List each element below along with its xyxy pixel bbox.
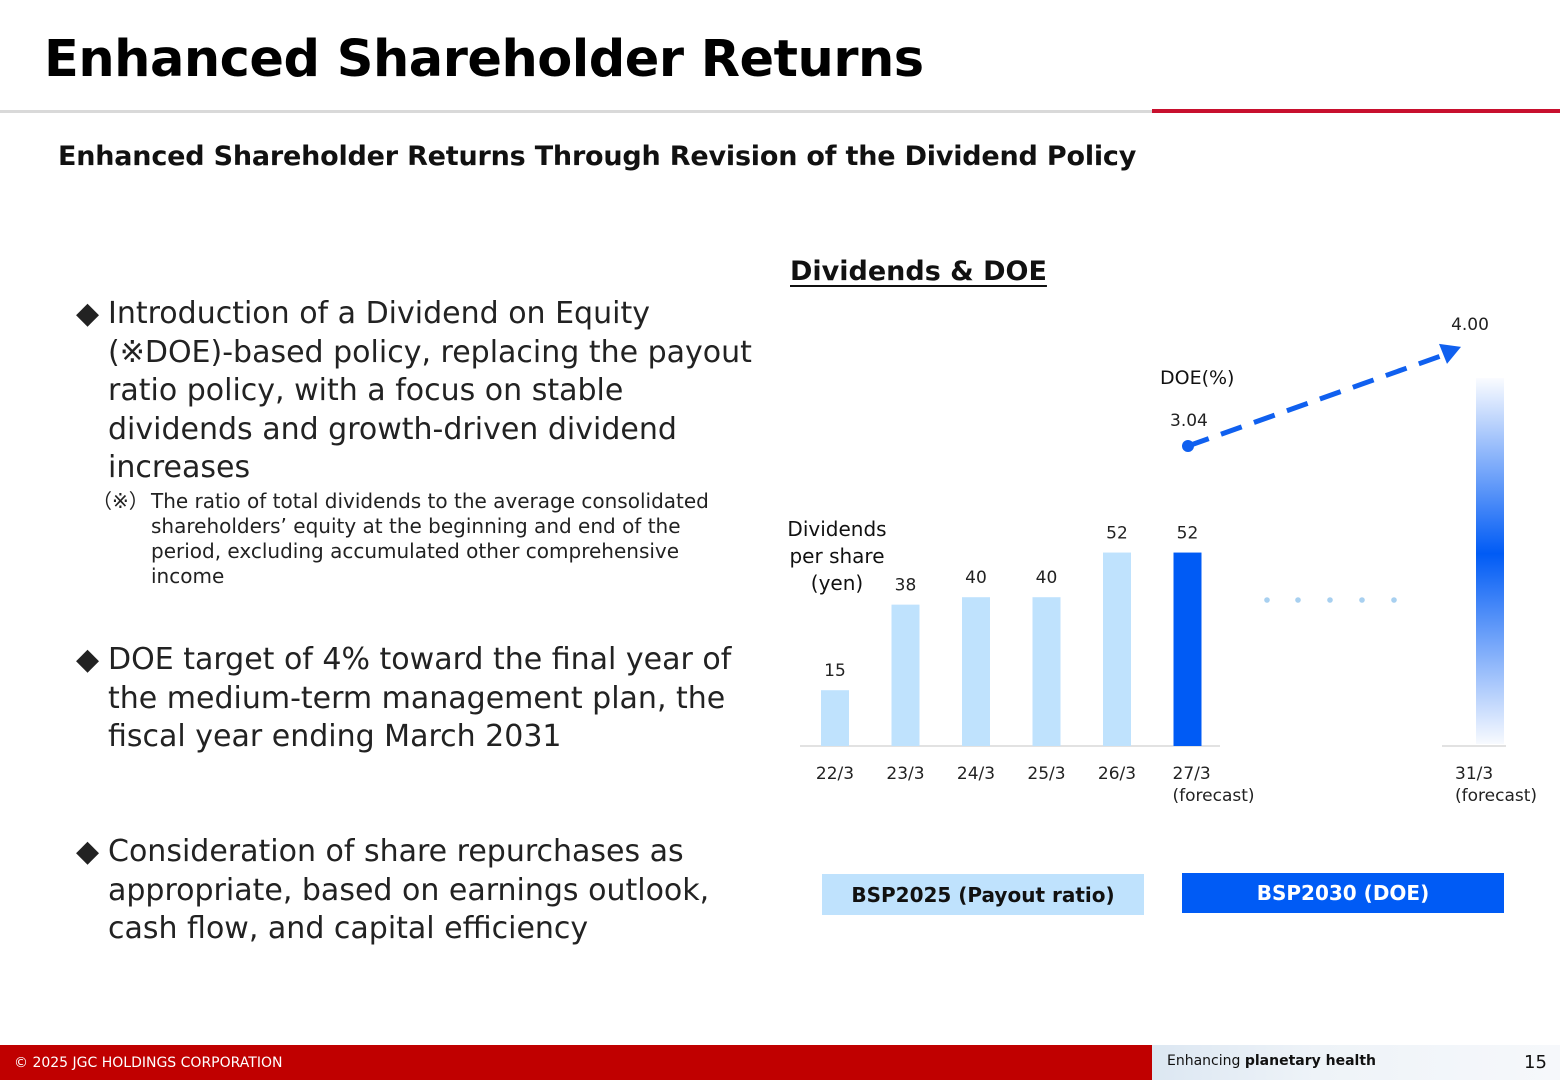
ellipsis-dot [1264, 597, 1270, 603]
doe-arrowhead [1439, 343, 1461, 364]
bar-value-label: 40 [1036, 568, 1058, 588]
doe-value-label: 4.00 [1451, 315, 1489, 335]
x-tick-label: (forecast) [1173, 786, 1255, 806]
tagline-bold: planetary health [1244, 1053, 1376, 1069]
dividend-bar [1103, 552, 1131, 746]
x-tick-label: 22/3 [816, 764, 854, 784]
bullet-dividend-policy: ◆ Introduction of a Dividend on Equity (… [76, 295, 776, 488]
title-divider-accent [1152, 109, 1560, 113]
bullet-doe-target: ◆ DOE target of 4% toward the final year… [76, 641, 776, 757]
bar-value-label: 15 [824, 661, 846, 681]
y-axis-label: Dividends [787, 517, 886, 541]
copyright: © 2025 JGC HOLDINGS CORPORATION [14, 1055, 283, 1071]
dividend-bar [1032, 597, 1061, 746]
period-bsp2030: BSP2030 (DOE) [1182, 873, 1504, 913]
page-subtitle: Enhanced Shareholder Returns Through Rev… [58, 141, 1137, 172]
bar-value-label: 38 [895, 576, 917, 596]
x-tick-label: 25/3 [1027, 764, 1065, 784]
ellipsis-dot [1359, 597, 1365, 603]
dividend-bar [1173, 552, 1202, 746]
bar-value-label: 40 [965, 568, 987, 588]
title-divider [0, 110, 1560, 113]
doe-trend-line [1187, 353, 1442, 449]
doe-series-label: DOE(%) [1160, 367, 1234, 389]
footer-tagline: Enhancing planetary health [1167, 1053, 1376, 1069]
bar-value-label: 52 [1106, 524, 1128, 544]
y-axis-label: per share [789, 544, 884, 568]
bullet-share-repurchase: ◆ Consideration of share repurchases as … [76, 833, 776, 949]
x-tick-label: 24/3 [957, 764, 995, 784]
doe-value-label: 3.04 [1170, 411, 1208, 431]
period-bsp2025: BSP2025 (Payout ratio) [822, 874, 1144, 915]
dividend-bar [962, 597, 990, 746]
ellipsis-dot [1327, 597, 1333, 603]
x-tick-label: 31/3 [1455, 764, 1493, 784]
x-tick-label: 27/3 [1173, 764, 1211, 784]
y-axis-label: (yen) [811, 571, 863, 595]
chart-title: Dividends & DOE [790, 256, 1047, 287]
ellipsis-dot [1295, 597, 1301, 603]
diamond-bullet-icon: ◆ [76, 296, 100, 331]
bar-value-label: 52 [1177, 524, 1199, 544]
dividends-doe-chart: Dividends per share (yen) 15 22/3 38 23/3 40 24/… [787, 315, 1537, 806]
bullet-text: DOE target of 4% toward the final year o… [108, 642, 732, 754]
diamond-bullet-icon: ◆ [76, 834, 100, 869]
x-tick-label: 23/3 [886, 764, 924, 784]
note-mark: （※） [92, 489, 149, 513]
dividend-bar [891, 604, 920, 746]
tagline-prefix: Enhancing [1167, 1053, 1245, 1069]
final-year-bar [1476, 378, 1504, 744]
ellipsis-dot [1391, 597, 1397, 603]
page-number: 15 [1524, 1052, 1547, 1073]
bullet-text: Introduction of a Dividend on Equity (※D… [108, 296, 752, 485]
footer-tagline-panel [1152, 1045, 1560, 1080]
dividend-bar [821, 690, 849, 746]
diamond-bullet-icon: ◆ [76, 642, 100, 677]
page-title: Enhanced Shareholder Returns [44, 30, 924, 89]
x-tick-label: 26/3 [1098, 764, 1136, 784]
x-tick-label: (forecast) [1455, 786, 1537, 806]
doe-definition-note: （※） The ratio of total dividends to the … [92, 489, 752, 589]
note-text: The ratio of total dividends to the aver… [151, 489, 709, 588]
footer-bar [0, 1045, 1152, 1080]
bullet-text: Consideration of share repurchases as ap… [108, 834, 710, 946]
